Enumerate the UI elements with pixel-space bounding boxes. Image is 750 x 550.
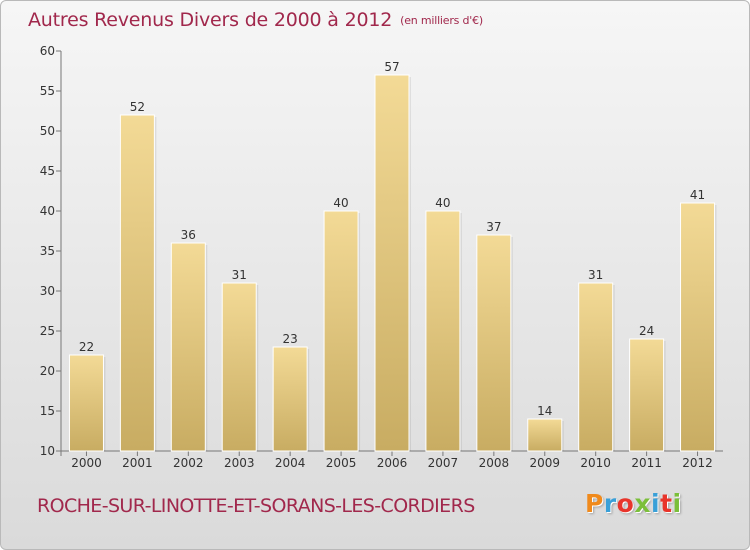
value-label-2002: 36: [181, 228, 196, 242]
value-label-2003: 31: [232, 268, 247, 282]
bar-2008: [476, 234, 512, 452]
bar-2004: [272, 346, 308, 452]
value-label-2001: 52: [130, 100, 145, 114]
bar-2003: [221, 282, 257, 452]
x-tick-label: 2006: [377, 456, 408, 470]
logo-letter: o: [616, 489, 635, 518]
value-label-2009: 14: [537, 404, 552, 418]
bar-2000: [68, 354, 104, 452]
value-label-2007: 40: [435, 196, 450, 210]
bars: [68, 74, 717, 452]
y-tick-label: 30: [40, 284, 55, 298]
y-tick-label: 60: [40, 44, 55, 58]
x-tick-label: 2010: [580, 456, 611, 470]
bar-2012: [680, 202, 716, 452]
value-label-2004: 23: [283, 332, 298, 346]
x-tick-label: 2009: [529, 456, 560, 470]
bar-2001: [119, 114, 155, 452]
x-tick-label: 2008: [479, 456, 510, 470]
title-text: Autres Revenus Divers de 2000 à 2012: [28, 9, 393, 31]
y-tick-label: 20: [40, 364, 55, 378]
logo-letter: t: [660, 489, 673, 518]
y-tick-label: 25: [40, 324, 55, 338]
proxiti-logo[interactable]: Proxiti: [585, 489, 682, 518]
value-labels: 22 52 36 31 23 40 57 40 37 14 31 24 41: [79, 60, 705, 418]
bar-2010: [578, 282, 614, 452]
title-unit: (en milliers d'€): [400, 14, 484, 27]
bar-2009: [527, 418, 563, 452]
value-label-2012: 41: [690, 188, 705, 202]
x-tick-label: 2007: [428, 456, 459, 470]
y-tick-label: 40: [40, 204, 55, 218]
logo-letter: P: [585, 489, 604, 518]
commune-name: ROCHE-SUR-LINOTTE-ET-SORANS-LES-CORDIERS: [37, 495, 475, 517]
x-tick-label: 2002: [173, 456, 204, 470]
x-tick-label: 2012: [682, 456, 713, 470]
y-tick-label: 15: [40, 404, 55, 418]
bar-2011: [629, 338, 665, 452]
bar-2006: [374, 74, 410, 452]
bar-2007: [425, 210, 461, 452]
logo-letter: x: [634, 489, 651, 518]
x-tick-label: 2005: [326, 456, 357, 470]
x-tick-label: 2001: [122, 456, 153, 470]
x-tick-label: 2000: [71, 456, 102, 470]
y-tick-label: 55: [40, 84, 55, 98]
bar-2002: [170, 242, 206, 452]
y-tick-label: 35: [40, 244, 55, 258]
value-label-2000: 22: [79, 340, 94, 354]
y-tick-label: 50: [40, 124, 55, 138]
value-label-2006: 57: [384, 60, 399, 74]
chart-title: Autres Revenus Divers de 2000 à 2012 (en …: [28, 9, 483, 31]
value-label-2011: 24: [639, 324, 654, 338]
x-tick-label: 2011: [631, 456, 662, 470]
value-label-2008: 37: [486, 220, 501, 234]
logo-letter: r: [603, 489, 617, 518]
value-label-2010: 31: [588, 268, 603, 282]
y-tick-label: 10: [40, 444, 55, 458]
logo-letter: i: [651, 489, 661, 518]
bar-2005: [323, 210, 359, 452]
x-tick-label: 2003: [224, 456, 255, 470]
y-tick-label: 45: [40, 164, 55, 178]
value-label-2005: 40: [333, 196, 348, 210]
x-tick-label: 2004: [275, 456, 306, 470]
logo-letter: i: [672, 489, 682, 518]
